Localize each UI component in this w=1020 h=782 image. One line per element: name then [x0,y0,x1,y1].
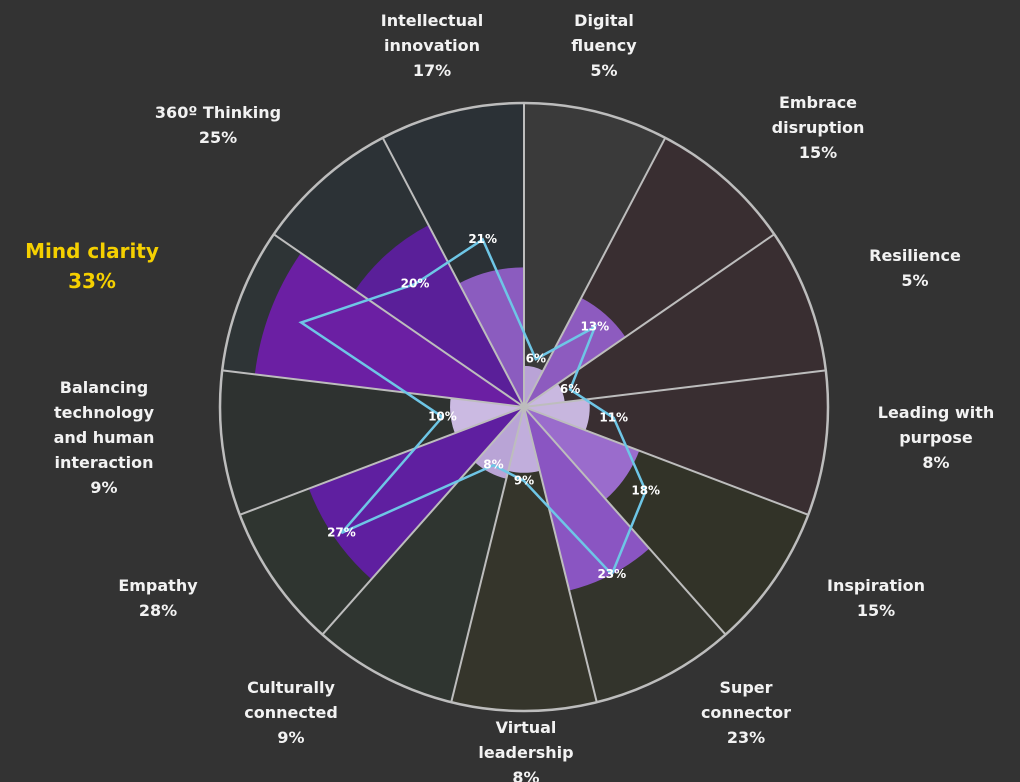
category-name: Virtual leadership [478,718,574,762]
category-label: Resilience 5% [815,243,1015,293]
category-value: 25% [198,128,238,147]
category-label: Intellectual innovation 17% [332,8,532,83]
divider [523,369,826,408]
category-label: Leading with purpose 8% [836,400,1020,475]
category-name: Inspiration [826,576,925,595]
sector [524,407,650,591]
category-name: Resilience [869,246,961,265]
category-value: 8% [512,768,540,782]
category-name: Empathy [118,576,198,595]
divider [381,137,525,408]
category-value: 15% [856,601,896,620]
line [298,237,648,577]
category-name: Embrace disruption [771,93,865,137]
category-label: 360º Thinking 25% [118,100,318,150]
category-value: 9% [277,728,305,747]
divider [523,406,809,516]
divider [222,369,525,408]
line-value-label: 6% [526,352,546,366]
category-value: 33% [68,269,116,293]
category-value: 15% [798,143,838,162]
sector [524,407,640,500]
divider [273,233,525,408]
sector-background [322,407,524,703]
category-name: 360º Thinking [154,103,282,122]
sector [308,407,524,580]
category-value: 9% [90,478,118,497]
outer-ring [218,101,830,713]
line-value-label: 18% [631,484,660,498]
line-value-label: 10% [428,409,457,423]
divider [523,137,667,408]
category-value: 8% [922,453,950,472]
line-value-label: 21% [468,232,497,246]
line-value-label: 11% [599,410,628,424]
category-name: Mind clarity [25,239,159,263]
divider [523,406,727,636]
category-label: Inspiration 15% [776,573,976,623]
line-value-label: 9% [514,473,534,487]
category-value: 23% [726,728,766,747]
sector [474,407,524,479]
category-name: Intellectual innovation [380,11,484,55]
category-label: Virtual leadership 8% [426,715,626,782]
line-value-label: 8% [483,458,503,472]
category-label: Digital fluency 5% [504,8,704,83]
line-value-label: 20% [401,277,430,291]
category-value: 5% [901,271,929,290]
category-value: 17% [412,61,452,80]
category-name: Balancing technology and human interacti… [53,378,155,472]
sector-background [451,407,597,711]
divider [523,406,598,703]
category-label: Mind clarity 33% [0,236,192,296]
sector [450,398,524,434]
category-name: Digital fluency [571,11,637,55]
category-label: Embrace disruption 15% [718,90,918,165]
line-value-label: 27% [327,526,356,540]
sector-background [524,103,666,407]
sector [459,267,524,407]
line-value-label: 23% [597,567,626,581]
divider [450,406,525,703]
category-name: Super connector [700,678,792,722]
sector [508,407,540,473]
line-value-label: 6% [560,382,580,396]
category-label: Culturally connected 9% [191,675,391,750]
category-label: Empathy 28% [58,573,258,623]
sector-background [524,370,828,515]
sector-background [220,370,525,515]
divider [523,233,775,408]
sector [524,297,626,407]
line-value-label: 13% [580,320,609,334]
category-value: 5% [590,61,618,80]
sector-background [524,234,826,407]
divider [239,406,525,516]
category-name: Culturally connected [244,678,338,722]
divider [321,406,525,636]
sector [524,399,590,431]
category-name: Leading with purpose [877,403,995,447]
sector [254,252,525,407]
category-value: 28% [138,601,178,620]
category-label: Balancing technology and human interacti… [4,375,204,500]
sector [354,225,524,407]
category-label: Super connector 23% [646,675,846,750]
